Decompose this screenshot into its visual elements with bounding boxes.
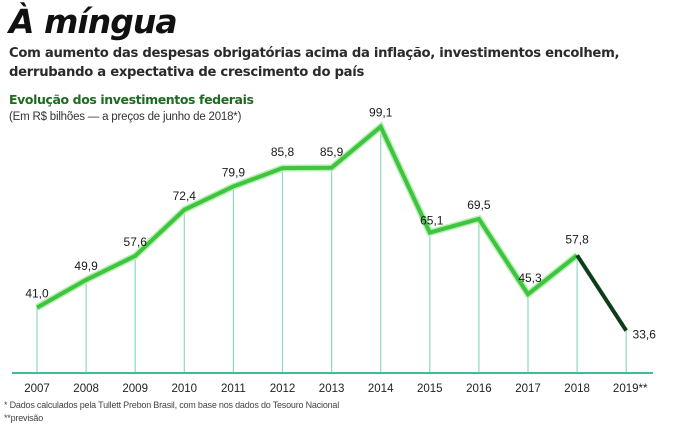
chart-lead-text: Com aumento das despesas obrigatórias ac… [9,46,620,80]
x-tick-2010: 2010 [172,383,198,395]
data-label-2015: 65,1 [420,214,444,228]
data-label-2011: 79,9 [222,165,246,179]
data-label-2010: 72,4 [173,189,197,203]
x-tick-2011: 2011 [221,383,246,395]
series-line-forecast [575,254,628,332]
data-labels: 41,0 49,9 57,6 72,4 79,9 85,8 85,9 99,1 65,1 69,5… [25,106,656,342]
data-label-2019: 33,6 [633,328,657,342]
data-label-2014: 99,1 [369,106,393,120]
data-label-2012: 85,8 [271,145,295,159]
x-tick-2013: 2013 [319,383,345,395]
x-tick-2018: 2018 [564,383,590,395]
drop-lines [36,126,627,373]
data-label-2016: 69,5 [467,198,491,212]
x-tick-2007: 2007 [24,383,50,395]
chart-headline: À míngua [9,2,178,41]
x-tick-2019: 2019** [613,383,648,395]
x-tick-labels: 2007 2008 2009 2010 2011 2012 2013 2014 2015 2016… [24,383,648,395]
chart-unit-note: (Em R$ bilhões — a preços de junho de 20… [9,111,242,123]
data-label-2013: 85,9 [320,145,344,159]
x-tick-2015: 2015 [417,383,443,395]
data-label-2018: 57,8 [565,232,589,246]
data-label-2017: 45,3 [518,271,542,285]
x-tick-2012: 2012 [270,383,296,395]
series-line-actual [36,123,579,310]
series-line-glow [35,121,580,311]
x-tick-2016: 2016 [466,383,492,395]
data-label-2007: 41,0 [25,287,49,301]
footnote-forecast: **previsão [4,413,44,423]
footnote-source: * Dados calculados pela Tullett Prebon B… [4,400,340,410]
x-tick-2008: 2008 [73,383,99,395]
x-tick-2017: 2017 [515,383,541,395]
x-tick-2014: 2014 [368,383,394,395]
chart-title: Evolução dos investimentos federais [9,92,254,107]
x-tick-2009: 2009 [122,383,148,395]
series-line [35,121,628,332]
data-label-2009: 57,6 [124,235,148,249]
data-label-2008: 49,9 [74,259,98,273]
